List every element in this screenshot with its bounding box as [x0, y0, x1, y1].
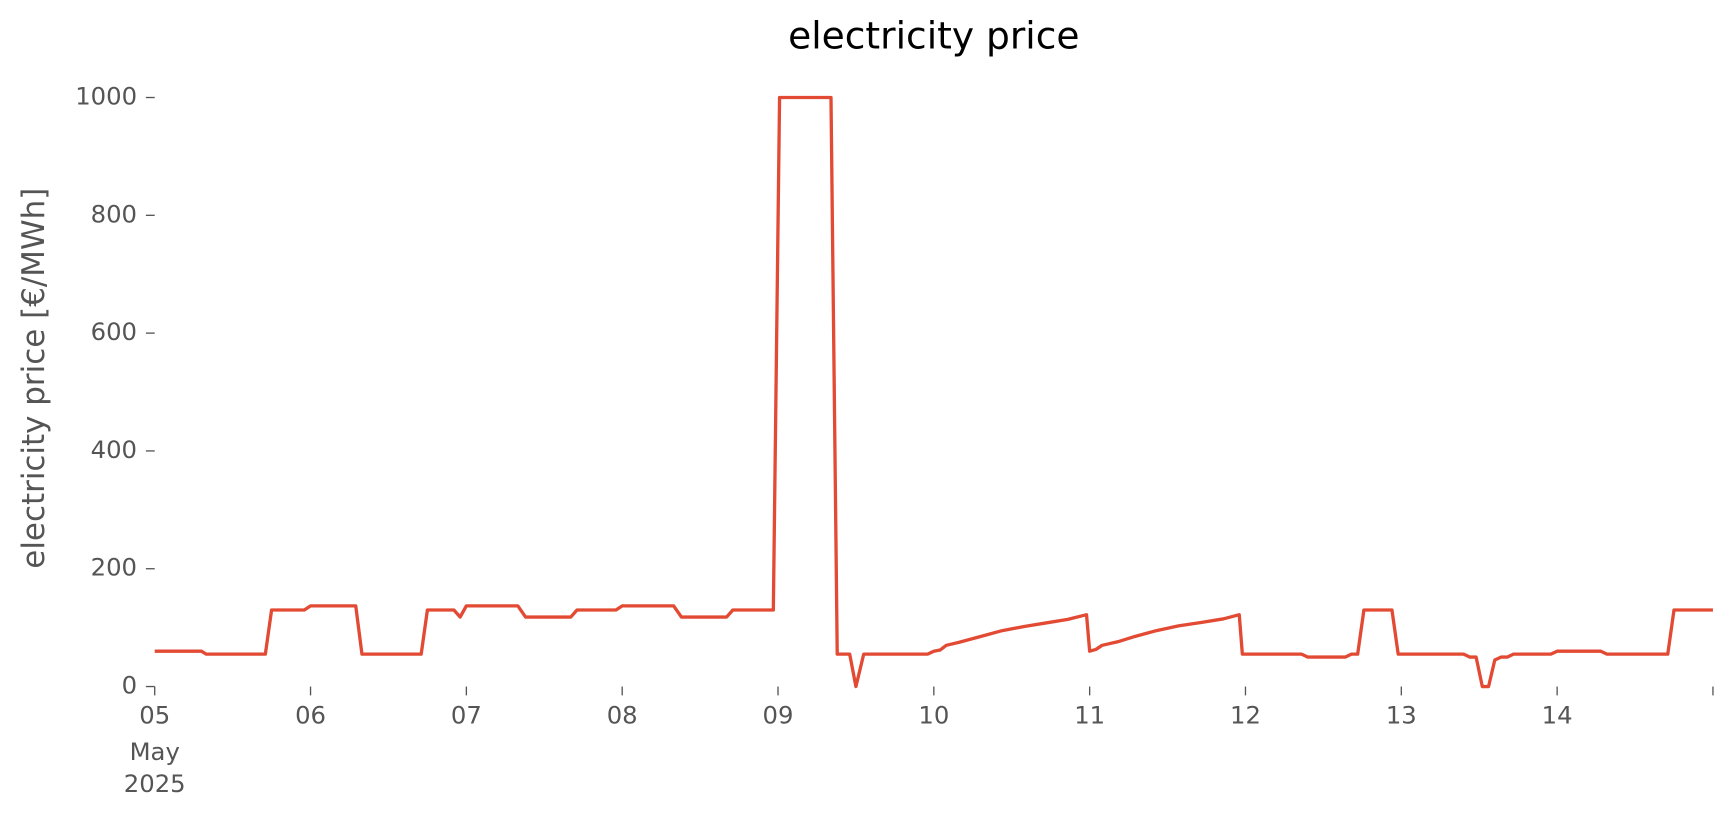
y-tick-label: 0 — [122, 671, 137, 700]
x-tick-label: 06 — [295, 700, 326, 729]
x-tick-label: 05 — [139, 700, 170, 729]
x-tick-label: 10 — [918, 700, 949, 729]
x-tick-label: 12 — [1230, 700, 1261, 729]
x-date-label: May — [130, 737, 180, 766]
y-tick-label: 400 — [91, 435, 137, 464]
x-tick-label: 11 — [1074, 700, 1105, 729]
x-tick-label: 08 — [607, 700, 638, 729]
y-axis-label: electricity price [€/MWh] — [16, 188, 52, 569]
y-tick-label: 800 — [91, 199, 137, 228]
x-tick-label: 07 — [451, 700, 482, 729]
x-tick-label: 13 — [1386, 700, 1417, 729]
x-tick-label: 09 — [763, 700, 794, 729]
y-tick-label: 600 — [91, 317, 137, 346]
price-line — [154, 95, 1713, 689]
y-tick-label: 200 — [91, 553, 137, 582]
x-tick-label: 14 — [1542, 700, 1573, 729]
x-date-label: 2025 — [124, 769, 186, 798]
chart-title: electricity price — [788, 13, 1079, 57]
y-tick-label: 1000 — [75, 82, 137, 111]
